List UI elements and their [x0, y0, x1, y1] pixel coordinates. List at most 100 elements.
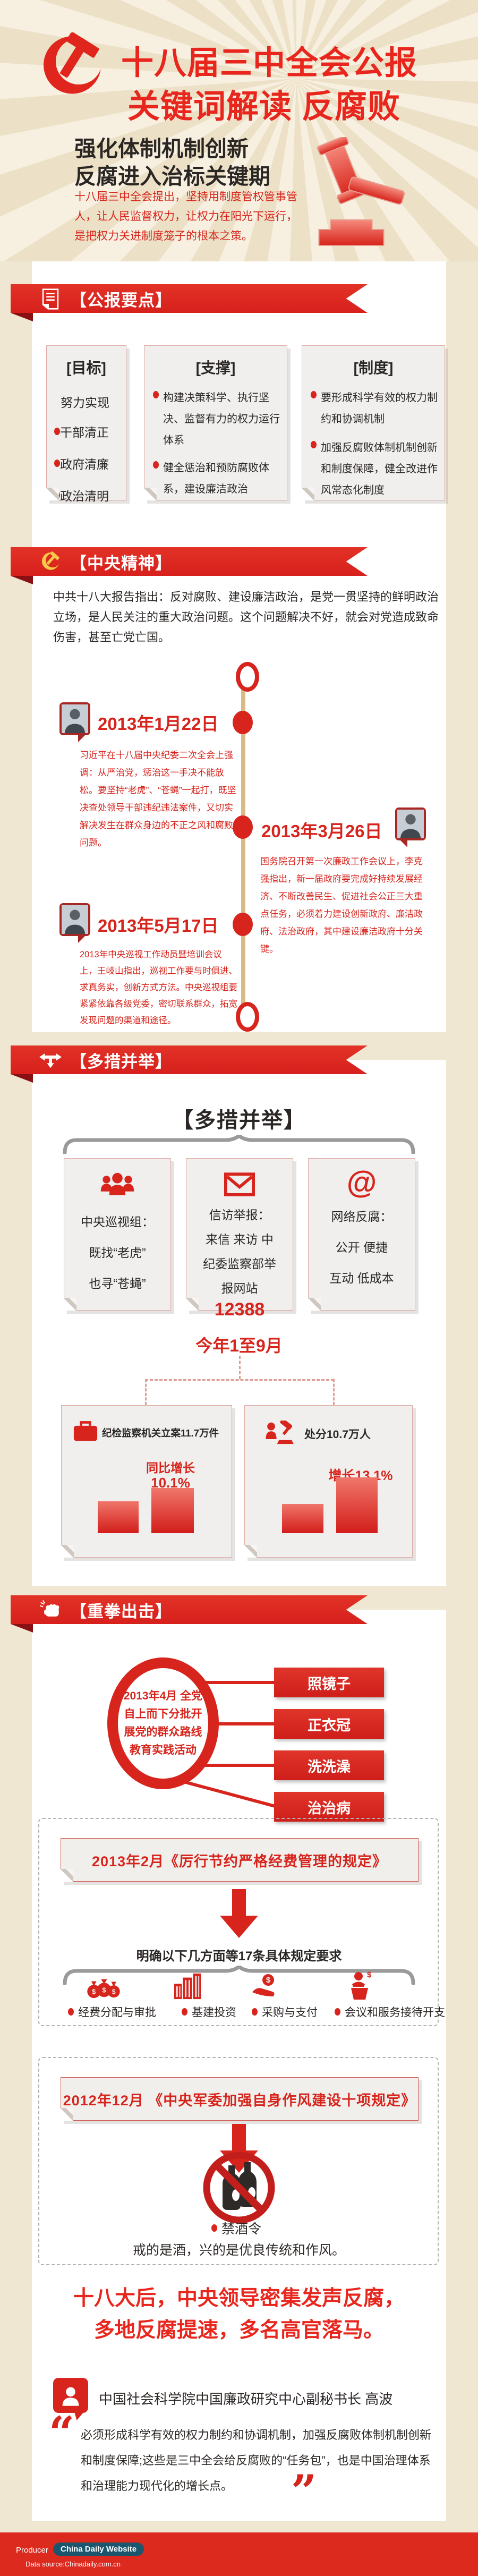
producer-label: Producer — [16, 2546, 48, 2555]
party-emblem-icon — [32, 28, 113, 109]
card-item: 干部清正 — [60, 426, 109, 439]
campaign-line: 自上而下分批开 — [124, 1708, 202, 1720]
dashed-connector — [239, 1356, 241, 1379]
card-fold-corner — [61, 1545, 74, 1558]
down-arrow-icon — [220, 1889, 258, 1938]
banner-spirit: 【中央精神】 — [11, 547, 368, 576]
timeline-dot — [233, 711, 253, 734]
producer-badge: China Daily Website — [53, 2543, 144, 2556]
timeline-date: 2013年1月22日 — [98, 714, 219, 734]
timeline-end-ring — [236, 1002, 259, 1032]
banner-fold — [11, 1074, 33, 1083]
hand-coin-icon: $ — [251, 1973, 281, 2001]
banner-measures: 【多措并举】 — [11, 1045, 368, 1074]
card-fold-corner — [61, 1869, 73, 1882]
bullet-icon — [335, 2008, 340, 2016]
measures-title: 【多措并举】 — [172, 1109, 306, 1132]
dashed-connector — [333, 1379, 335, 1405]
card-title: [支撑] — [195, 360, 236, 376]
connector-line — [203, 1764, 274, 1767]
curly-brace — [63, 1964, 415, 1987]
slogan-box: 治治病 — [274, 1792, 384, 1822]
branch-arrows-icon — [39, 1049, 62, 1072]
podium-person-icon: $ — [348, 1970, 372, 2002]
stat-label: 处分10.7万人 — [304, 1429, 371, 1441]
bar-previous — [98, 1501, 139, 1533]
bullet-icon — [68, 2008, 74, 2016]
timeline-date: 2013年3月26日 — [261, 821, 382, 841]
banner-measures-label: 【多措并举】 — [70, 1052, 172, 1071]
svg-text:$: $ — [112, 1988, 116, 1995]
party-emblem-icon — [39, 551, 62, 573]
bar-previous — [282, 1504, 323, 1533]
bar-current — [336, 1477, 378, 1533]
regulation1-item: 采购与支付 — [252, 2004, 318, 2020]
svg-text:$: $ — [102, 1987, 106, 1994]
at-icon: @ — [346, 1165, 377, 1200]
bullet-icon — [153, 391, 159, 398]
card-fold-corner — [64, 1298, 76, 1311]
card-lead: 努力实现 — [61, 396, 109, 410]
spirit-intro: 中共十八大报告指出：反对腐败、建设廉洁政治，是党一贯坚持的鲜明政治立场，是人民关… — [53, 590, 439, 644]
card-item: 加强反腐败体制机制创新和制度保障，健全改进作风常态化制度 — [321, 442, 438, 496]
banner-fold — [11, 1624, 33, 1633]
bullet-icon — [211, 2224, 217, 2232]
slogan-box: 洗洗澡 — [274, 1750, 384, 1780]
regulation2-card: 2012年12月 《中央军委加强自身作风建设十项规定》 — [61, 2077, 419, 2121]
money-bags-icon: $ $ $ — [87, 1974, 120, 2002]
svg-text:$: $ — [266, 1976, 271, 1985]
card-line: 网络反腐： — [331, 1210, 392, 1223]
connector-line — [203, 1681, 274, 1684]
bullet-icon — [54, 460, 60, 467]
regulation2-item: 禁酒令 — [211, 2218, 261, 2238]
card-item: 政府清廉 — [60, 457, 109, 471]
banner-spirit-label: 【中央精神】 — [70, 554, 172, 573]
campaign-line: 2013年4月 全党 — [123, 1690, 203, 1702]
svg-text:$: $ — [92, 1988, 96, 1995]
card-item: 健全惩治和预防腐败体系，建设廉洁政治 — [163, 462, 269, 495]
speech-bubble-person-icon — [53, 2378, 88, 2420]
briefcase-icon — [73, 1421, 98, 1444]
card-fold-corner — [46, 488, 59, 500]
portrait-photo — [395, 807, 426, 847]
portrait-photo — [59, 903, 90, 943]
banner-strike: 【重拳出击】 — [11, 1595, 368, 1624]
card-item: 要形成科学有效的权力制约和协调机制 — [321, 392, 438, 425]
card-line: 既找“老虎” — [89, 1246, 146, 1260]
card-line: 互动 低成本 — [329, 1271, 394, 1285]
regulation2-note: 戒的是酒，兴的是优良传统和作风。 — [132, 2243, 345, 2258]
card-fold-corner — [308, 1298, 321, 1311]
banner-bulletin-label: 【公报要点】 — [70, 291, 172, 310]
slogan-box: 正衣冠 — [274, 1709, 384, 1739]
photo-tail — [78, 734, 86, 742]
card-fold-corner — [186, 1298, 199, 1311]
subtitle-line2: 反腐进入治标关键期 — [74, 164, 270, 189]
card-fold-corner — [61, 2108, 73, 2121]
card-line: 报网站 — [221, 1281, 258, 1295]
regulation1-item: 经费分配与审批 — [68, 2004, 156, 2020]
subtitle-line1: 强化体制机制创新 — [74, 137, 249, 161]
card-line: 也寻“苍蝇” — [89, 1277, 146, 1290]
banner-strike-label: 【重拳出击】 — [70, 1602, 172, 1621]
hotline-number: 12388 — [214, 1299, 265, 1320]
timeline-text: 2013年中央巡视工作动员暨培训会议上，王岐山指出，巡视工作要与时俱进、求真务实… — [80, 950, 237, 1025]
timeline-dot — [233, 913, 253, 936]
connector-line — [212, 1722, 274, 1725]
data-source: Data source:Chinadaily.com.cn — [25, 2560, 121, 2568]
mail-icon — [186, 1172, 293, 1196]
dashed-connector — [145, 1379, 334, 1381]
slogan-box: 照镜子 — [274, 1668, 384, 1697]
bullet-icon — [311, 391, 317, 398]
campaign-line: 展党的群众路线 — [124, 1726, 202, 1738]
banner-fold — [11, 313, 33, 321]
bullet-icon — [54, 428, 60, 435]
measures-card-inspection: 中央巡视组： 既找“老虎” 也寻“苍蝇” — [64, 1158, 171, 1311]
conclusion-line2: 多地反腐提速，多名高官落马。 — [93, 2319, 384, 2342]
bulletin-card-goal: [目标] 努力实现 干部清正 政府清廉 政治清明 — [46, 345, 126, 503]
stat-card-punished: 处分10.7万人 增长13.1% — [244, 1405, 413, 1558]
bullet-icon — [182, 2008, 187, 2016]
bar-current — [151, 1488, 194, 1533]
card-item: 构建决策科学、执行坚决、监督有力的权力运行体系 — [163, 392, 280, 446]
card-line: 来信 来访 中 — [206, 1232, 274, 1246]
timeline-date: 2013年5月17日 — [98, 916, 219, 936]
